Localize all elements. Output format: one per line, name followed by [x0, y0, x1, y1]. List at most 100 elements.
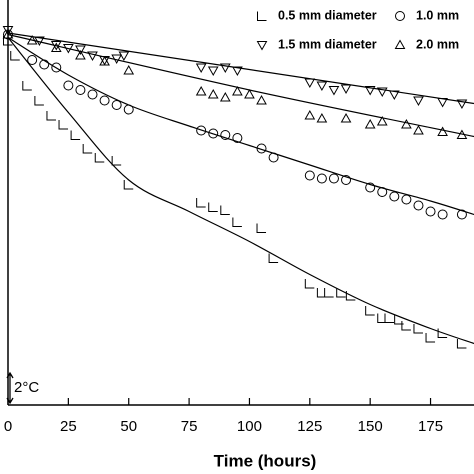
marker — [50, 41, 62, 51]
marker — [63, 44, 74, 54]
marker — [316, 81, 328, 92]
marker — [401, 118, 412, 129]
marker — [268, 253, 279, 263]
marker — [316, 288, 327, 298]
marker — [425, 206, 436, 217]
marker — [195, 63, 207, 74]
marker — [196, 125, 207, 136]
marker — [389, 191, 400, 202]
marker — [123, 64, 135, 75]
fit-line — [7, 37, 474, 345]
marker — [304, 279, 315, 289]
scale-bar — [6, 371, 14, 405]
marker — [256, 143, 267, 154]
marker — [413, 124, 424, 135]
marker — [26, 34, 38, 45]
scale-bar-label: 2°C — [14, 379, 39, 396]
marker — [10, 51, 20, 61]
marker — [244, 88, 255, 99]
marker — [256, 94, 267, 105]
marker — [365, 306, 375, 316]
marker — [437, 328, 448, 338]
marker — [437, 126, 448, 136]
marker — [50, 42, 62, 52]
marker — [34, 36, 45, 47]
x-tick-label: 0 — [4, 418, 12, 435]
marker — [376, 87, 388, 98]
legend-label: 1.5 mm diameter — [278, 37, 377, 51]
marker — [82, 144, 93, 154]
marker — [207, 88, 219, 99]
marker — [364, 86, 376, 96]
marker — [437, 209, 448, 220]
marker — [63, 80, 74, 91]
marker — [336, 288, 346, 298]
marker — [316, 112, 328, 123]
marker — [437, 98, 448, 108]
marker — [207, 66, 219, 77]
marker — [377, 187, 388, 197]
marker — [394, 315, 404, 325]
legend-label: 1.0 mm — [416, 8, 459, 22]
legend-item: 1.5 mm diameter — [278, 37, 377, 51]
legend-marker — [395, 11, 405, 21]
marker — [456, 129, 468, 139]
marker — [456, 209, 467, 220]
x-tick-label: 50 — [120, 418, 137, 435]
marker — [75, 45, 86, 56]
marker — [70, 130, 81, 140]
marker — [34, 96, 44, 106]
marker — [425, 333, 436, 343]
marker — [384, 313, 394, 323]
marker — [219, 63, 231, 74]
marker — [401, 194, 412, 205]
marker — [75, 85, 86, 95]
marker — [99, 55, 110, 66]
x-tick-label: 25 — [60, 418, 77, 435]
marker — [345, 291, 356, 301]
marker — [46, 111, 56, 121]
marker — [232, 217, 242, 227]
marker — [377, 313, 387, 323]
marker — [58, 120, 69, 130]
fit-line — [7, 36, 474, 216]
marker — [27, 55, 38, 65]
marker — [413, 324, 423, 334]
marker — [268, 152, 279, 163]
marker — [304, 109, 316, 120]
legend-marker — [394, 39, 406, 49]
marker — [2, 28, 14, 39]
marker — [232, 66, 243, 77]
marker — [304, 78, 316, 89]
marker — [413, 96, 424, 107]
marker — [413, 200, 424, 211]
x-tick-label: 75 — [181, 418, 198, 435]
marker — [324, 288, 334, 298]
marker — [2, 26, 14, 36]
marker — [256, 223, 267, 233]
marker — [99, 95, 110, 106]
marker — [365, 182, 376, 193]
marker — [195, 85, 207, 96]
marker — [388, 90, 400, 101]
marker — [3, 36, 13, 46]
marker — [364, 118, 376, 129]
marker — [401, 321, 411, 331]
marker — [123, 104, 134, 115]
x-tick-label: 150 — [358, 418, 383, 435]
marker — [340, 112, 352, 123]
marker — [328, 86, 340, 96]
marker — [118, 51, 130, 62]
marker — [123, 180, 134, 190]
x-tick-label: 100 — [237, 418, 262, 435]
marker — [22, 81, 32, 91]
x-tick-label: 175 — [418, 418, 443, 435]
marker — [51, 62, 62, 73]
marker — [39, 59, 50, 70]
legend-marker — [256, 41, 268, 51]
legend-label: 2.0 mm — [416, 37, 459, 51]
legend-marker — [257, 11, 267, 21]
marker — [219, 91, 231, 102]
x-tick-label: 125 — [297, 418, 322, 435]
